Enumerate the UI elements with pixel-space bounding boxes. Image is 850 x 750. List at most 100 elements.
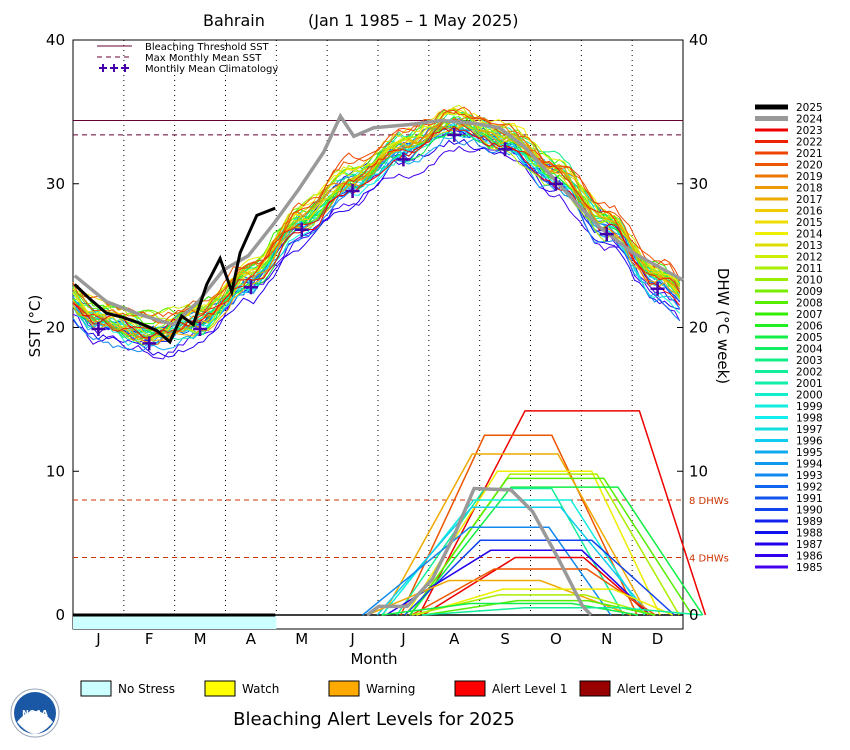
dhw-series bbox=[381, 602, 639, 616]
year-legend-label-2003: 2003 bbox=[796, 355, 823, 367]
year-legend-label-1992: 1992 bbox=[796, 482, 823, 494]
year-legend-label-2015: 2015 bbox=[796, 217, 823, 229]
dhw-series-2024 bbox=[366, 486, 593, 617]
dhw-series bbox=[418, 410, 707, 616]
y-tick-label-left: 10 bbox=[46, 462, 65, 480]
sst-series-2021 bbox=[72, 109, 681, 318]
climatology-marker bbox=[498, 142, 513, 157]
year-legend-label-2010: 2010 bbox=[796, 275, 823, 287]
alert-legend-label-4: Alert Level 2 bbox=[617, 682, 693, 696]
dhw-series bbox=[376, 506, 651, 616]
x-tick-label-2: M bbox=[194, 630, 207, 648]
y-axis-label-left: SST (°C) bbox=[26, 295, 44, 358]
year-legend-label-1995: 1995 bbox=[796, 447, 823, 459]
x-tick-label-1: F bbox=[145, 630, 154, 648]
footer-title: Bleaching Alert Levels for 2025 bbox=[233, 709, 515, 730]
year-legend-label-2001: 2001 bbox=[796, 378, 823, 390]
x-tick-label-0: J bbox=[95, 630, 100, 648]
year-legend-label-2007: 2007 bbox=[796, 309, 823, 321]
alert-legend-swatch-0 bbox=[80, 680, 112, 697]
dhw-series bbox=[422, 556, 651, 616]
x-axis-label: Month bbox=[350, 650, 397, 668]
year-legend-label-2006: 2006 bbox=[796, 321, 823, 333]
year-legend-label-2024: 2024 bbox=[796, 114, 823, 126]
legend-climatology-swatch bbox=[121, 64, 129, 72]
climatology-marker bbox=[243, 280, 258, 295]
y-tick-label-left: 40 bbox=[46, 31, 65, 49]
year-legend-label-1998: 1998 bbox=[796, 413, 823, 425]
legend-mmm-label: Max Monthly Mean SST bbox=[145, 53, 262, 64]
climatology-marker bbox=[91, 321, 106, 336]
year-legend-label-2014: 2014 bbox=[796, 229, 823, 241]
dhw-series bbox=[362, 526, 612, 616]
year-legend-label-1991: 1991 bbox=[796, 493, 823, 505]
x-tick-label-9: O bbox=[550, 630, 562, 648]
dhw-series bbox=[416, 588, 673, 616]
dhw-series bbox=[409, 486, 704, 616]
alert-legend-swatch-2 bbox=[328, 680, 360, 697]
climatology-marker bbox=[294, 222, 309, 237]
dhw-series bbox=[382, 453, 649, 616]
x-tick-label-10: N bbox=[601, 630, 612, 648]
y-tick-label-right: 0 bbox=[689, 606, 699, 624]
dhw-series bbox=[385, 549, 651, 616]
year-legend-label-1985: 1985 bbox=[796, 562, 823, 574]
year-legend-label-2016: 2016 bbox=[796, 206, 823, 218]
dhw-series bbox=[421, 607, 703, 616]
year-legend-label-2013: 2013 bbox=[796, 240, 823, 252]
logo-text: NOAA bbox=[22, 709, 48, 718]
alert-legend-swatch-1 bbox=[204, 680, 236, 697]
climatology-marker bbox=[447, 127, 462, 142]
year-legend-label-1990: 1990 bbox=[796, 505, 823, 517]
sst-series-2008 bbox=[72, 120, 681, 314]
alert-legend-label-3: Alert Level 1 bbox=[492, 682, 568, 696]
sst-series-2025 bbox=[73, 206, 276, 345]
x-tick-label-7: A bbox=[449, 630, 460, 648]
year-legend-label-2022: 2022 bbox=[796, 137, 823, 149]
year-legend-label-1996: 1996 bbox=[796, 436, 823, 448]
x-tick-label-3: A bbox=[246, 630, 257, 648]
year-legend-label-2023: 2023 bbox=[796, 125, 823, 137]
dhw-series bbox=[366, 579, 632, 616]
year-legend-label-2000: 2000 bbox=[796, 390, 823, 402]
legend-climatology-swatch bbox=[99, 64, 107, 72]
climatology-marker bbox=[193, 321, 208, 336]
alert-legend-swatch-4 bbox=[579, 680, 611, 697]
sst-series-2009 bbox=[72, 108, 680, 332]
climatology-marker bbox=[142, 336, 157, 351]
y-axis-label-right: DHW (°C week) bbox=[714, 268, 732, 384]
x-tick-label-6: J bbox=[400, 630, 405, 648]
year-legend-label-1994: 1994 bbox=[796, 459, 823, 471]
dhw-series bbox=[409, 477, 693, 616]
dhw-level-label: 8 DHWs bbox=[689, 496, 729, 507]
climatology-marker bbox=[345, 183, 360, 198]
x-tick-label-11: D bbox=[652, 630, 664, 648]
chart-subtitle: (Jan 1 1985 – 1 May 2025) bbox=[308, 11, 519, 30]
year-legend-label-2004: 2004 bbox=[796, 344, 823, 356]
year-legend-label-2017: 2017 bbox=[796, 194, 823, 206]
year-legend-label-2020: 2020 bbox=[796, 160, 823, 172]
chart-title: Bahrain bbox=[203, 11, 265, 30]
year-legend-label-2012: 2012 bbox=[796, 252, 823, 264]
y-tick-label-right: 40 bbox=[689, 31, 708, 49]
year-legend-label-1986: 1986 bbox=[796, 551, 823, 563]
year-legend-label-2018: 2018 bbox=[796, 183, 823, 195]
alert-legend-label-2: Warning bbox=[366, 682, 415, 696]
y-tick-label-left: 0 bbox=[55, 606, 65, 624]
alert-legend-label-0: No Stress bbox=[118, 682, 175, 696]
y-tick-label-right: 20 bbox=[689, 319, 708, 337]
alert-strip-segment bbox=[73, 615, 277, 629]
year-legend-label-1989: 1989 bbox=[796, 516, 823, 528]
climatology-marker bbox=[650, 281, 665, 296]
legend-climatology-label: Monthly Mean Climatology bbox=[145, 64, 278, 75]
alert-legend-label-1: Watch bbox=[242, 682, 279, 696]
year-legend-label-2019: 2019 bbox=[796, 171, 823, 183]
x-tick-label-4: M bbox=[295, 630, 308, 648]
year-legend-label-1988: 1988 bbox=[796, 528, 823, 540]
dhw-series bbox=[404, 539, 675, 616]
climatology-marker bbox=[548, 176, 563, 191]
climatology-marker bbox=[599, 227, 614, 242]
y-tick-label-left: 20 bbox=[46, 319, 65, 337]
dhw-series bbox=[400, 434, 638, 616]
